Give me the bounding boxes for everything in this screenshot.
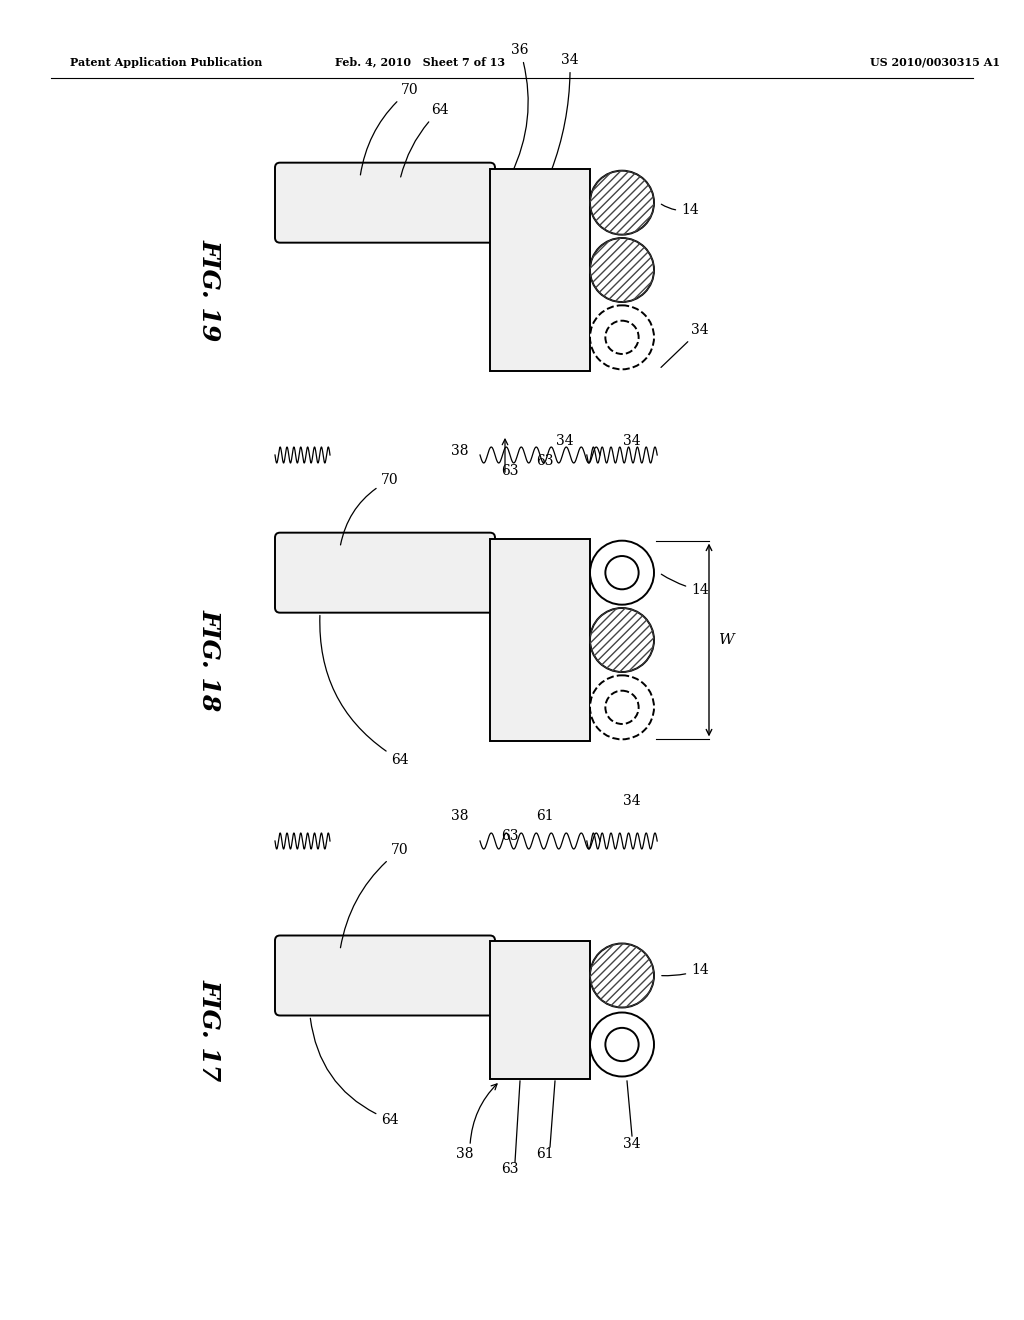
Text: 70: 70 [341, 473, 398, 545]
Text: FIG. 17: FIG. 17 [198, 979, 222, 1081]
Text: 70: 70 [360, 83, 419, 176]
Text: 61: 61 [537, 1147, 554, 1162]
Text: 34: 34 [556, 434, 573, 447]
Text: W: W [719, 634, 735, 647]
Circle shape [605, 1028, 639, 1061]
Text: 60: 60 [519, 261, 541, 279]
Circle shape [590, 609, 654, 672]
FancyBboxPatch shape [275, 162, 495, 243]
Circle shape [590, 305, 654, 370]
Circle shape [590, 170, 654, 235]
Text: 38: 38 [457, 1147, 474, 1162]
Circle shape [605, 321, 639, 354]
Bar [490, 941, 590, 1078]
FancyBboxPatch shape [275, 936, 495, 1015]
Circle shape [590, 1012, 654, 1077]
Text: 63: 63 [502, 829, 519, 843]
Text: FIG. 19: FIG. 19 [198, 239, 222, 341]
Text: 64: 64 [319, 615, 409, 767]
Circle shape [590, 541, 654, 605]
Circle shape [590, 944, 654, 1007]
Text: 34: 34 [624, 1137, 641, 1151]
Text: 34: 34 [551, 53, 579, 172]
Bar [490, 539, 590, 741]
Text: 61: 61 [537, 809, 554, 822]
Text: 63: 63 [502, 465, 519, 478]
Text: 34: 34 [624, 434, 641, 447]
Text: 64: 64 [400, 103, 449, 177]
Circle shape [605, 556, 639, 589]
Text: Feb. 4, 2010   Sheet 7 of 13: Feb. 4, 2010 Sheet 7 of 13 [335, 57, 505, 67]
Text: FIG. 18: FIG. 18 [198, 609, 222, 711]
Text: 14: 14 [662, 574, 709, 597]
Text: 34: 34 [624, 795, 641, 808]
Text: 63: 63 [537, 454, 554, 469]
Text: 36: 36 [511, 44, 528, 174]
Circle shape [590, 238, 654, 302]
Text: Patent Application Publication: Patent Application Publication [70, 57, 262, 67]
Text: US 2010/0030315 A1: US 2010/0030315 A1 [870, 57, 1000, 67]
Text: 64: 64 [310, 1018, 398, 1127]
Text: 14: 14 [662, 964, 709, 977]
Text: 38: 38 [452, 809, 469, 822]
Text: 62: 62 [519, 631, 541, 648]
Text: 63: 63 [502, 1162, 519, 1176]
Text: 38: 38 [452, 444, 469, 458]
Bar [490, 169, 590, 371]
Circle shape [605, 690, 639, 723]
FancyBboxPatch shape [275, 533, 495, 612]
Text: 62: 62 [519, 1002, 541, 1019]
Text: 14: 14 [662, 203, 698, 216]
Text: 70: 70 [340, 843, 409, 948]
Circle shape [590, 676, 654, 739]
Text: 34: 34 [662, 323, 709, 367]
